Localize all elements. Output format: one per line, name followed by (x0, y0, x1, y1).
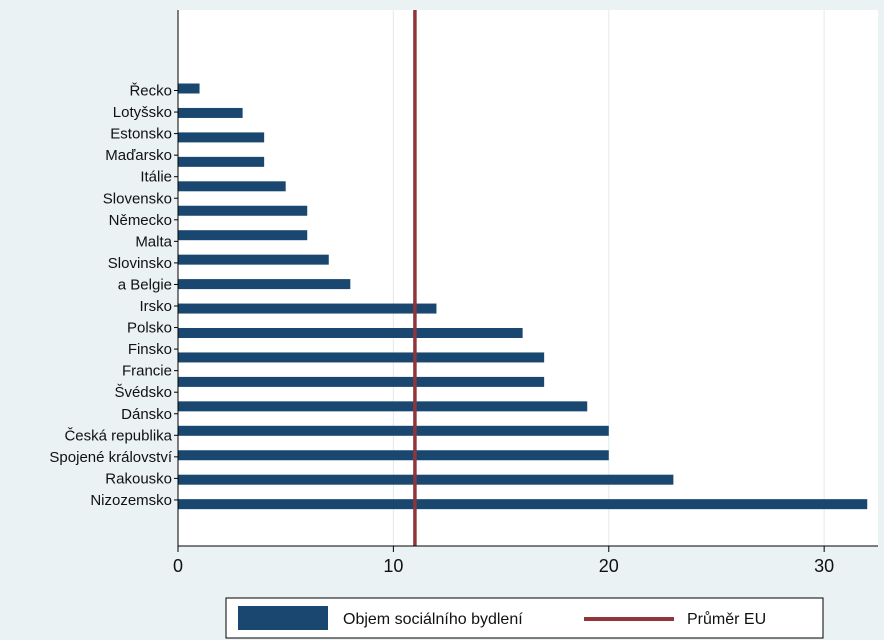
bar (178, 352, 545, 363)
bar (178, 83, 200, 94)
y-tick-label: Itálie (140, 169, 172, 186)
bar (178, 474, 674, 485)
bar (178, 254, 329, 265)
legend-swatch-line (584, 617, 674, 621)
x-tick-label: 20 (599, 556, 619, 576)
y-tick-label: Dánsko (121, 406, 172, 423)
legend-swatch-bars (238, 606, 328, 630)
bar (178, 450, 609, 461)
y-tick-label: Estonsko (110, 126, 172, 143)
y-tick-label: Švédsko (114, 384, 172, 401)
legend-label-bars: Objem sociálního bydlení (343, 611, 523, 628)
y-tick-label: Finsko (128, 341, 172, 358)
y-tick-label: Německo (109, 212, 172, 229)
bars (178, 83, 868, 510)
y-tick-label: Slovinsko (108, 255, 172, 272)
y-tick-label: Nizozemsko (90, 492, 172, 509)
legend: Objem sociálního bydlení Průměr EU (225, 597, 824, 639)
bar (178, 303, 437, 314)
x-tick-label: 0 (173, 556, 183, 576)
y-tick-label: Irsko (139, 298, 172, 315)
bar (178, 279, 351, 290)
y-tick-label: Rakousko (105, 470, 172, 487)
plot-area (178, 10, 878, 546)
bar (178, 425, 609, 436)
y-tick-label: Spojené království (49, 449, 172, 466)
bar (178, 205, 308, 216)
y-tick-label: Francie (122, 363, 172, 380)
bar (178, 376, 545, 387)
bar (178, 230, 308, 241)
y-tick-label: Polsko (127, 320, 172, 337)
y-tick-label: Česká republika (64, 427, 172, 444)
y-tick-label: Řecko (129, 83, 172, 100)
bar (178, 499, 868, 510)
y-tick-label: a Belgie (118, 276, 172, 293)
bar (178, 132, 265, 143)
x-tick-label: 30 (814, 556, 834, 576)
bar (178, 107, 243, 118)
y-tick-label: Slovensko (103, 190, 172, 207)
y-tick-labels: Řecko Lotyšsko Estonsko Maďarsko Itálie Slove… (49, 83, 178, 509)
bar (178, 156, 265, 167)
bar (178, 401, 588, 412)
bar (178, 328, 523, 338)
x-ticks: 0 10 20 30 (173, 546, 834, 576)
x-tick-label: 10 (383, 556, 403, 576)
bar (178, 181, 286, 192)
y-tick-label: Maďarsko (105, 147, 172, 164)
legend-label-line: Průměr EU (687, 610, 766, 628)
y-tick-label: Lotyšsko (113, 104, 172, 121)
y-tick-label: Malta (135, 233, 172, 250)
